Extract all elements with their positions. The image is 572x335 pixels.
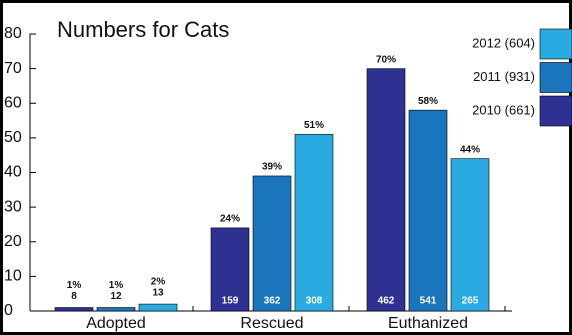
- bar: [450, 158, 490, 312]
- legend-swatch: [539, 62, 572, 93]
- y-tick-label: 80: [4, 25, 22, 42]
- value-label: 2%: [151, 277, 166, 288]
- bar: [210, 227, 250, 312]
- y-tick-label: 30: [4, 198, 22, 215]
- count-label: 265: [462, 296, 479, 307]
- y-tick-label: 0: [4, 302, 13, 319]
- bar: [96, 307, 136, 312]
- bar: [294, 134, 334, 312]
- count-label: 362: [264, 296, 281, 307]
- bar: [138, 303, 178, 312]
- y-tick-label: 50: [4, 129, 22, 146]
- legend-label: 2010 (661): [472, 102, 535, 117]
- legend-swatch: [539, 95, 572, 127]
- value-label: 70%: [376, 54, 396, 65]
- y-tick-label: 70: [4, 60, 22, 77]
- value-label: 58%: [418, 96, 438, 107]
- count-label: 159: [222, 296, 239, 307]
- value-label: 24%: [220, 214, 240, 225]
- y-tick-label: 10: [4, 268, 22, 285]
- value-label: 1%: [67, 280, 82, 291]
- y-tick-label: 20: [4, 233, 22, 250]
- count-label: 541: [420, 296, 437, 307]
- y-tick-label: 40: [4, 164, 22, 181]
- count-label: 12: [110, 291, 122, 302]
- value-label: 44%: [460, 144, 480, 155]
- bar: [408, 109, 448, 312]
- count-label: 462: [378, 296, 395, 307]
- value-label: 1%: [109, 280, 124, 291]
- value-label: 39%: [262, 162, 282, 173]
- value-label: 51%: [304, 120, 324, 131]
- x-tick-label: Adopted: [86, 315, 146, 332]
- bar: [366, 68, 406, 312]
- chart-title: Numbers for Cats: [57, 17, 229, 42]
- count-label: 13: [152, 288, 164, 299]
- legend-label: 2012 (604): [472, 35, 535, 50]
- bar: [54, 307, 94, 312]
- count-label: 308: [306, 296, 323, 307]
- legend-label: 2011 (931): [473, 69, 535, 84]
- x-tick-label: Rescued: [240, 315, 303, 332]
- count-label: 8: [71, 291, 77, 302]
- bar: [252, 175, 292, 312]
- legend-swatch: [539, 28, 572, 60]
- x-tick-label: Euthanized: [388, 315, 468, 332]
- y-tick-label: 60: [4, 94, 22, 111]
